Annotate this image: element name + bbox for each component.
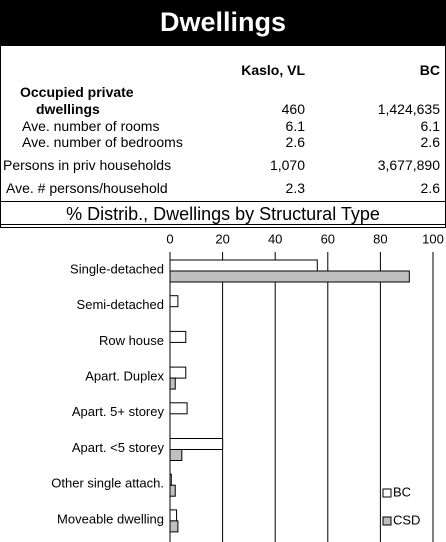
- x-tick-label: 20: [215, 231, 229, 246]
- title: Dwellings: [0, 0, 446, 46]
- cell: 2.6: [285, 134, 305, 150]
- bar: [169, 330, 187, 343]
- chart-title: % Distrib., Dwellings by Structural Type: [0, 201, 446, 228]
- bar: [169, 402, 188, 415]
- cell: 1,070: [269, 157, 305, 173]
- y-tick-label: Apart. 5+ storey: [72, 404, 165, 419]
- legend-label: CSD: [393, 512, 420, 527]
- row-label: Persons in priv households: [3, 157, 172, 173]
- cell: 6.1: [285, 118, 305, 134]
- y-tick-label: Moveable dwelling: [57, 511, 164, 526]
- bar: [169, 259, 318, 272]
- row-label: Ave. number of bedrooms: [22, 134, 183, 150]
- bar: [169, 366, 187, 379]
- y-tick-label: Single-detached: [70, 261, 164, 276]
- cell: 6.1: [420, 118, 440, 134]
- bar: [169, 509, 178, 522]
- cell: 2.6: [420, 134, 440, 150]
- bar: [169, 295, 179, 308]
- bar: [169, 484, 176, 497]
- y-tick-label: Other single attach.: [51, 476, 164, 491]
- cell: 460: [281, 101, 305, 117]
- x-tick-label: 40: [268, 231, 282, 246]
- bar: [169, 438, 224, 450]
- y-tick-label: Semi-detached: [77, 297, 164, 312]
- column-header: Kaslo, VL: [241, 62, 305, 78]
- bar: [169, 520, 179, 533]
- x-tick-label: 80: [373, 231, 387, 246]
- y-tick-label: Row house: [99, 333, 164, 348]
- bar: [169, 377, 176, 390]
- row-label: Occupied private dwellings: [20, 84, 134, 117]
- cell: 2.3: [285, 180, 305, 196]
- bar: [169, 473, 172, 486]
- legend-swatch: [382, 516, 392, 526]
- row-label: Ave. number of rooms: [22, 118, 160, 134]
- y-tick-label: Apart. <5 storey: [72, 440, 165, 455]
- column-header: BC: [419, 62, 440, 78]
- y-tick-label: Apart. Duplex: [85, 369, 164, 384]
- cell: 1,424,635: [377, 101, 440, 117]
- x-tick-label: 60: [321, 231, 335, 246]
- legend-swatch: [382, 488, 392, 498]
- bar: [169, 449, 183, 461]
- legend-label: BC: [393, 484, 411, 499]
- x-tick-label: 0: [166, 231, 173, 246]
- x-tick-label: 100: [422, 231, 444, 246]
- cell: 3,677,890: [377, 157, 440, 173]
- bar: [169, 270, 410, 283]
- row-label: Ave. # persons/household: [6, 180, 168, 196]
- cell: 2.6: [420, 180, 440, 196]
